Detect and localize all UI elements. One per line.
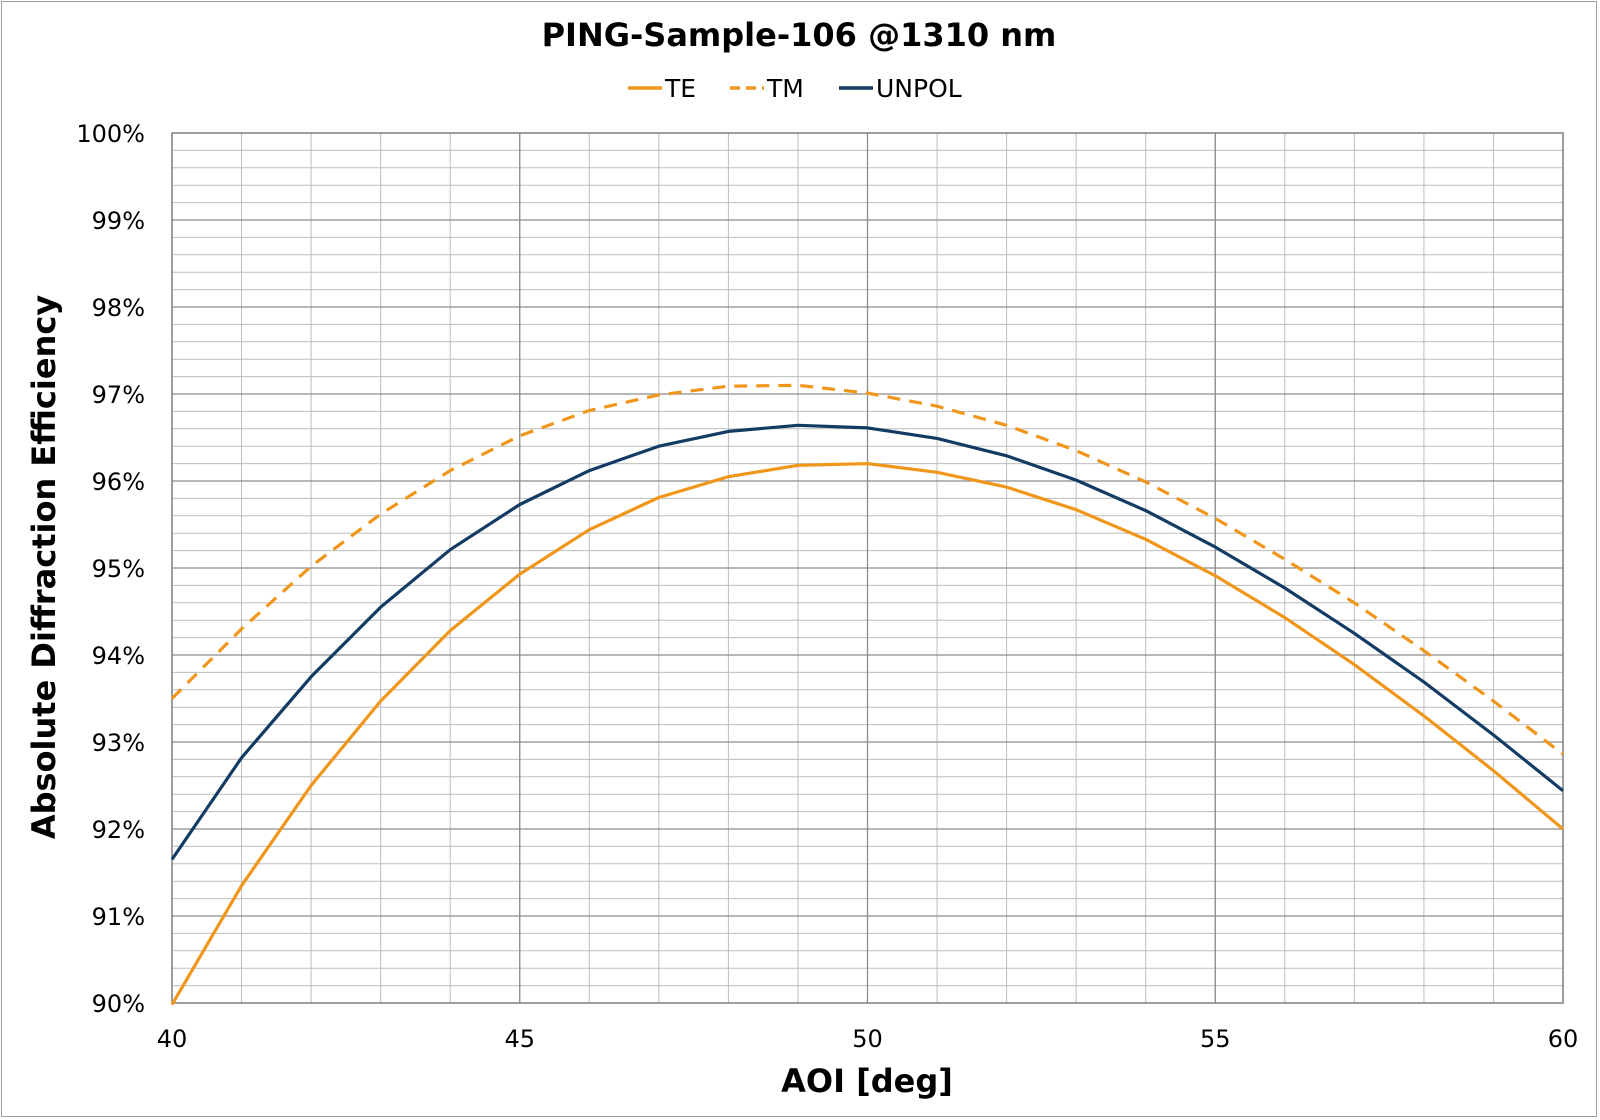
- series-line-te: [170, 462, 1565, 1006]
- x-tick-label: 50: [852, 1025, 883, 1053]
- series-layer: [170, 383, 1565, 1006]
- plot-area-border: [171, 132, 1564, 1004]
- x-tick-label: 45: [504, 1025, 535, 1053]
- y-axis-title: Absolute Diffraction Efficiency: [25, 295, 63, 840]
- y-tick-label: 94%: [92, 642, 145, 670]
- series-line-tm: [170, 383, 1564, 756]
- y-tick-label: 98%: [92, 294, 145, 322]
- y-tick-label: 100%: [76, 120, 145, 148]
- y-tick-label: 96%: [92, 468, 145, 496]
- y-tick-label: 97%: [92, 381, 145, 409]
- y-axis-tick-labels: 90% 91% 92% 93% 94% 95% 96% 97% 98% 99% 100%: [76, 120, 145, 1018]
- series-line-unpol: [170, 423, 1565, 861]
- legend-label-tm: TM: [766, 74, 804, 103]
- y-tick-label: 99%: [92, 207, 145, 235]
- y-tick-label: 95%: [92, 555, 145, 583]
- grid-major: [172, 133, 1563, 1003]
- y-tick-label: 92%: [92, 816, 145, 844]
- x-tick-label: 40: [157, 1025, 188, 1053]
- y-tick-label: 93%: [92, 729, 145, 757]
- x-axis-title: AOI [deg]: [781, 1062, 953, 1100]
- x-axis-tick-labels: 40 45 50 55 60: [157, 1025, 1579, 1053]
- legend-label-unpol: UNPOL: [876, 74, 962, 103]
- y-tick-label: 91%: [92, 903, 145, 931]
- legend-label-te: TE: [664, 74, 696, 103]
- x-tick-label: 55: [1200, 1025, 1231, 1053]
- y-tick-label: 90%: [92, 990, 145, 1018]
- x-tick-label: 60: [1548, 1025, 1579, 1053]
- legend: TE TM UNPOL: [628, 74, 962, 103]
- chart-title: PING-Sample-106 @1310 nm: [542, 16, 1057, 54]
